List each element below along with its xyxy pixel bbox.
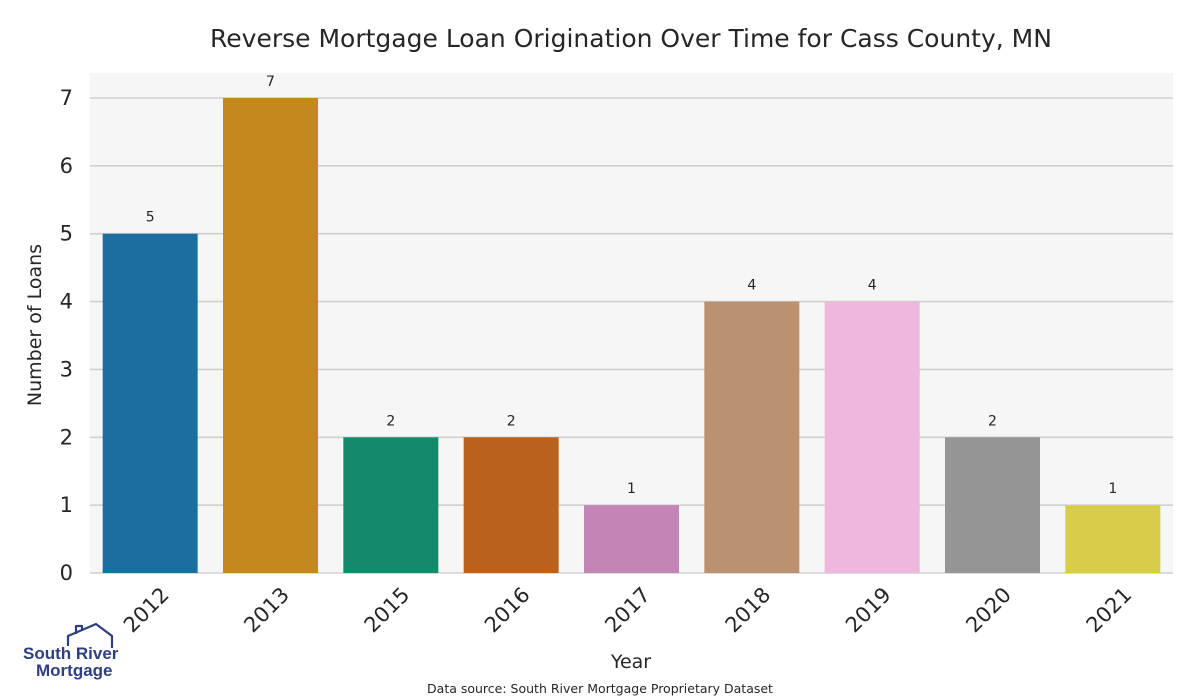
y-tick-label-4: 4 — [60, 290, 73, 314]
y-tick-label-2: 2 — [60, 425, 73, 449]
chart-title: Reverse Mortgage Loan Origination Over T… — [210, 24, 1052, 53]
brand-logo: South River Mortgage — [23, 622, 119, 680]
x-tick-label-2015: 2015 — [360, 583, 415, 638]
bar-2016 — [463, 437, 559, 573]
bar-2013 — [223, 98, 318, 573]
bar-2012 — [102, 233, 198, 573]
house-roof-icon — [66, 622, 114, 648]
data-label-2016: 2 — [507, 413, 516, 429]
x-tick-label-2019: 2019 — [841, 583, 896, 638]
x-tick-label-2020: 2020 — [961, 583, 1016, 638]
bar-2019 — [824, 301, 920, 573]
data-labels: 5 7 2 2 1 4 4 2 1 — [146, 74, 1118, 497]
x-tick-label-2017: 2017 — [600, 583, 655, 638]
x-tick-label-2021: 2021 — [1082, 583, 1137, 638]
x-tick-label-2012: 2012 — [119, 583, 174, 638]
data-label-2019: 4 — [868, 278, 877, 294]
x-tick-label-2016: 2016 — [480, 583, 535, 638]
bar-2021 — [1065, 505, 1161, 573]
data-label-2017: 1 — [627, 481, 636, 497]
x-axis-ticks: 2012 2013 2015 2016 2017 2018 2019 2020 2021 — [119, 583, 1136, 638]
logo-line1: South River — [23, 644, 119, 663]
bar-2020 — [945, 437, 1040, 573]
x-tick-label-2013: 2013 — [239, 583, 294, 638]
y-tick-label-7: 7 — [60, 86, 73, 110]
y-axis-ticks: 0 1 2 3 4 5 6 7 — [60, 86, 73, 585]
x-tick-label-2018: 2018 — [721, 583, 776, 638]
bars — [102, 98, 1161, 573]
data-label-2015: 2 — [386, 413, 395, 429]
bar-2017 — [584, 505, 679, 573]
source-note: Data source: South River Mortgage Propri… — [427, 681, 773, 696]
data-label-2013: 7 — [266, 74, 275, 90]
y-tick-label-0: 0 — [60, 561, 73, 585]
data-label-2018: 4 — [747, 278, 756, 294]
logo-line2: Mortgage — [36, 661, 113, 680]
bar-2015 — [343, 437, 439, 573]
y-tick-label-3: 3 — [60, 357, 73, 381]
y-axis-label: Number of Loans — [24, 244, 46, 406]
data-label-2020: 2 — [988, 413, 997, 429]
data-label-2021: 1 — [1108, 481, 1117, 497]
x-axis-label: Year — [610, 651, 651, 673]
data-label-2012: 5 — [146, 210, 155, 226]
y-tick-label-6: 6 — [60, 154, 73, 178]
y-tick-label-1: 1 — [60, 493, 73, 517]
bar-2018 — [704, 301, 800, 573]
y-tick-label-5: 5 — [60, 222, 73, 246]
